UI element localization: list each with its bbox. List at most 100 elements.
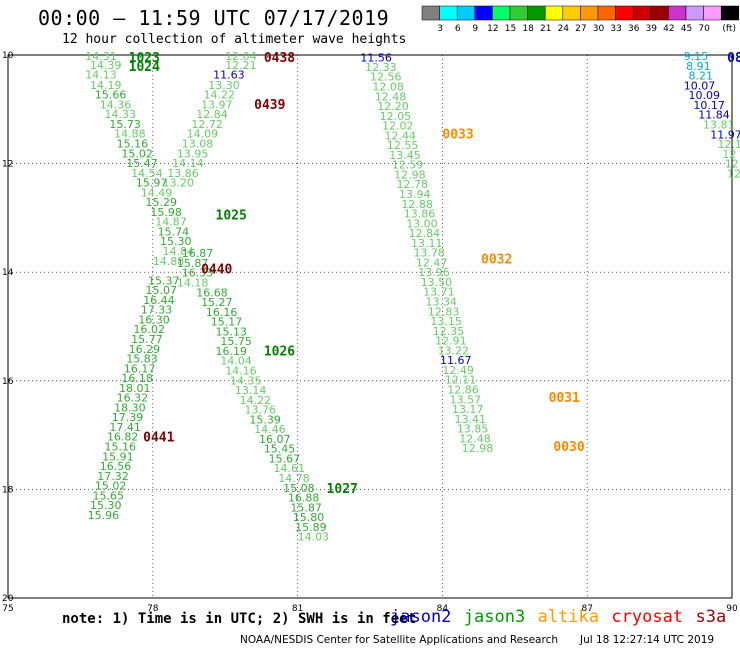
lon-tick-label: 84: [437, 604, 449, 614]
wave-height-label: 15.27: [201, 296, 233, 309]
lon-tick-label: 78: [147, 604, 159, 614]
wave-height-label: 12.05: [380, 110, 412, 123]
wave-height-label: 15.77: [131, 333, 163, 346]
wave-height-label: 16.88: [288, 492, 320, 505]
wave-height-label: 16.16: [206, 306, 238, 319]
wave-height-label: 14.54: [131, 167, 163, 180]
wave-height-label: 16.29: [129, 343, 161, 356]
pass-time-label: 0440: [201, 262, 232, 277]
pass-time-label: 0032: [481, 253, 512, 268]
wave-height-label: 11.63: [213, 69, 245, 82]
wave-height-label: 13.34: [426, 296, 458, 309]
wave-height-label: 15.13: [216, 325, 248, 338]
wave-height-label: 16.82: [107, 431, 138, 444]
wave-height-label: 15.29: [146, 196, 178, 209]
wave-height-label: 12.08: [372, 80, 404, 93]
wave-height-label: 10.07: [684, 79, 716, 92]
wave-height-label: 13.00: [406, 217, 438, 230]
wave-height-label: 13.08: [182, 138, 214, 151]
wave-height-label: 12.49: [442, 364, 474, 377]
wave-height-label: 16.32: [117, 392, 149, 405]
pass-time-label: 1026: [264, 344, 295, 359]
wave-height-label: 16.17: [124, 362, 156, 375]
wave-height-label: 16.07: [259, 433, 291, 446]
wave-height-label: 13.85: [457, 423, 489, 436]
scale-tick-label: 45: [681, 24, 692, 34]
pass-time-label: 08: [727, 51, 740, 66]
wave-height-label: 14.46: [254, 423, 286, 436]
scale-tick-label: 27: [575, 24, 586, 34]
wave-height-label: 13.57: [450, 393, 482, 406]
lon-tick-label: 75: [2, 604, 13, 614]
wave-height-label: 15.07: [146, 284, 178, 297]
wave-height-label: 13.97: [201, 98, 233, 111]
pass-time-label: 0438: [264, 51, 295, 66]
wave-height-label: 15.37: [148, 274, 180, 287]
wave-height-label: 15.80: [293, 511, 325, 524]
wave-height-label: 16.56: [100, 460, 132, 473]
satellite-s3a: s3a: [695, 607, 727, 627]
wave-height-label: 15.02: [121, 147, 153, 160]
pass-time-label: 0441: [143, 431, 174, 446]
wave-height-label: 15.02: [95, 480, 127, 493]
wave-height-label: 16.33: [182, 267, 214, 280]
wave-height-label: 14.13: [85, 69, 117, 82]
wave-height-label: 15.87: [177, 257, 209, 270]
wave-height-label: 15.16: [117, 138, 149, 151]
page-title: 00:00 – 11:59 UTC 07/17/2019: [38, 6, 390, 30]
lat-tick-label: 10: [2, 51, 14, 61]
wave-height-label: 12.48: [375, 90, 407, 103]
satellite-cryosat: cryosat: [611, 607, 684, 627]
scale-tick-label: 30: [593, 24, 605, 34]
wave-height-label: 12.35: [433, 325, 465, 338]
pass-time-label: 0030: [553, 440, 584, 455]
lat-tick-label: 12: [2, 160, 13, 170]
wave-height-label: 16.30: [138, 313, 170, 326]
wave-height-label: 10.09: [689, 89, 721, 102]
lat-tick-label: 14: [2, 268, 14, 278]
wave-height-label: 15.83: [126, 353, 157, 366]
wave-height-label: 13.15: [430, 315, 462, 328]
wave-height-label: 9.15: [684, 50, 709, 63]
wave-height-label: 12.02: [382, 120, 414, 133]
scale-swatch: [720, 5, 740, 21]
pass-time-label: 1027: [327, 482, 358, 497]
wave-height-label: 17.33: [141, 304, 173, 317]
wave-height-label: 12.20: [377, 100, 409, 113]
wave-height-label: 12.59: [392, 159, 424, 172]
note-text: note: 1) Time is in UTC; 2) SWH is in fe…: [62, 611, 417, 627]
wave-height-label: 17.32: [97, 470, 129, 483]
wave-height-label: 15.16: [105, 441, 136, 454]
wave-height-label: 8.91: [686, 60, 711, 73]
satellite-altika: altika: [537, 607, 600, 627]
scale-tick-label: 21: [540, 24, 551, 34]
map-frame: [7, 54, 733, 599]
wave-height-label: 14.35: [230, 374, 262, 387]
wave-height-label: 12.78: [397, 178, 429, 191]
scale-tick-label: 39: [646, 24, 658, 34]
wave-height-label: 14.49: [141, 186, 173, 199]
wave-height-label: 16.68: [196, 286, 228, 299]
wave-height-label: 16.18: [121, 372, 153, 385]
wave-height-label: 13.86: [404, 208, 436, 221]
wave-height-label: 14.04: [220, 355, 252, 368]
scale-tick-label: 33: [610, 24, 621, 34]
wave-height-label: 15.30: [90, 499, 122, 512]
wave-height-label: 15.45: [264, 443, 296, 456]
lat-tick-label: 18: [2, 485, 14, 495]
wave-height-label: 12.98: [394, 168, 426, 181]
wave-height-label: 15.47: [126, 157, 157, 170]
wave-height-label: 13.11: [411, 237, 443, 250]
wave-height-label: 13.20: [162, 177, 194, 190]
wave-height-label: 15.17: [211, 316, 243, 329]
wave-height-label: 12: [722, 148, 736, 161]
wave-height-label: 14.18: [177, 277, 209, 290]
wave-height-label: 14.31: [85, 50, 117, 63]
wave-height-label: 15.96: [88, 509, 120, 522]
page-subtitle: 12 hour collection of altimeter wave hei…: [62, 32, 407, 47]
credit-text: NOAA/NESDIS Center for Satellite Applica…: [240, 634, 558, 646]
wave-height-map: 75 78 81 84 87 9010121416182014.3114.3914.131…: [2, 50, 740, 614]
wave-height-label: 16.19: [216, 345, 248, 358]
wave-height-label: 13.45: [389, 149, 421, 162]
wave-height-label: 16.44: [143, 294, 175, 307]
